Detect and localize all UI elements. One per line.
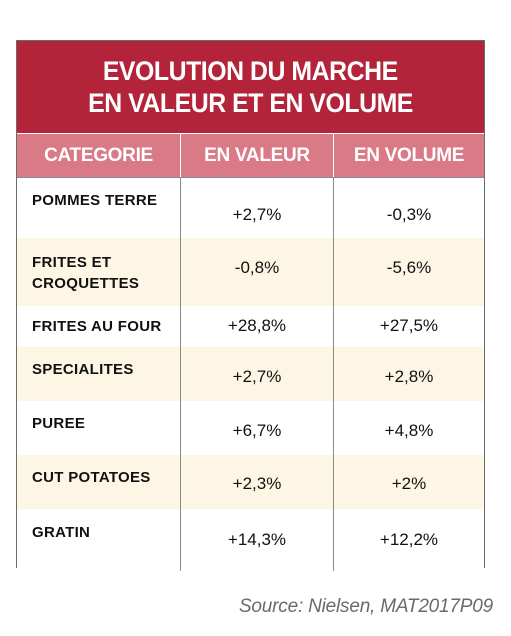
table-row: FRITES ET CROQUETTES -0,8% -5,6% [17,238,484,306]
valeur-cell: +28,8% [180,306,333,347]
volume-cell: +4,8% [333,401,484,455]
table-title-line-2: EN VALEUR ET EN VOLUME [88,88,413,118]
category-label: PUREE [32,415,86,432]
table-row: FRITES AU FOUR +28,8% +27,5% [17,306,484,347]
volume-cell: -5,6% [333,238,484,306]
category-label: POMMES TERRE [32,192,158,209]
category-cell: CUT POTATOES [17,455,180,509]
category-cell: FRITES AU FOUR [17,306,180,347]
header-categorie: CATEGORIE [44,144,153,166]
valeur-cell: +6,7% [180,401,333,455]
volume-cell: +27,5% [333,306,484,347]
valeur-cell: +2,7% [180,178,333,238]
category-label: GRATIN [32,524,91,541]
source-note: Source: Nielsen, MAT2017P09 [238,596,493,617]
table-row: POMMES TERRE +2,7% -0,3% [17,178,484,238]
valeur-cell: -0,8% [180,238,333,306]
category-label: FRITES ET [32,254,112,271]
table-row: PUREE +6,7% +4,8% [17,401,484,455]
table-body: POMMES TERRE +2,7% -0,3% FRITES ET CROQUETTE… [17,178,484,571]
header-en-volume: EN VOLUME [333,134,484,177]
table-row: CUT POTATOES +2,3% +2% [17,455,484,509]
volume-cell: +2% [333,455,484,509]
category-cell: PUREE [17,401,180,455]
category-label: CUT POTATOES [32,469,151,486]
valeur-cell: +2,3% [180,455,333,509]
volume-cell: -0,3% [333,178,484,238]
category-label: SPECIALITES [32,361,134,378]
table-row: SPECIALITES +2,7% +2,8% [17,347,484,401]
table-title-banner: EVOLUTION DU MARCHE EN VALEUR ET EN VOLU… [17,41,484,134]
table-title-line-1: EVOLUTION DU MARCHE [103,56,398,86]
category-cell: GRATIN [17,509,180,571]
category-label: CROQUETTES [32,275,140,292]
market-evolution-table: EVOLUTION DU MARCHE EN VALEUR ET EN VOLU… [16,40,485,571]
table-header-row: CATEGORIE EN VALEUR EN VOLUME [17,134,484,178]
valeur-cell: +2,7% [180,347,333,401]
category-cell: FRITES ET CROQUETTES [17,238,180,306]
volume-cell: +12,2% [333,509,484,571]
valeur-cell: +14,3% [180,509,333,571]
category-label: FRITES AU FOUR [32,318,162,335]
category-cell: SPECIALITES [17,347,180,401]
table-row: GRATIN +14,3% +12,2% [17,509,484,571]
category-cell: POMMES TERRE [17,178,180,238]
volume-cell: +2,8% [333,347,484,401]
header-en-valeur: EN VALEUR [180,134,333,177]
